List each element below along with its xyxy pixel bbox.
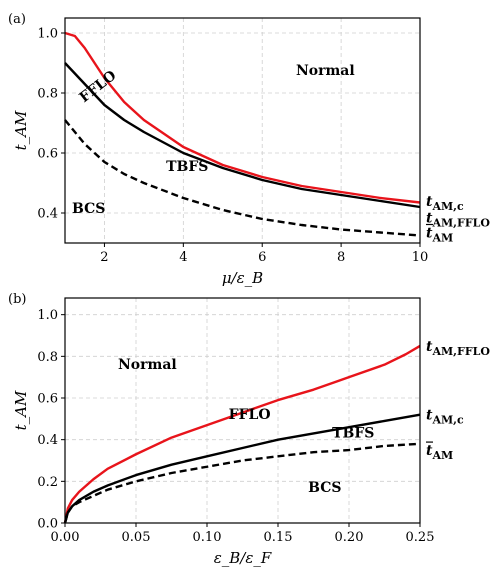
curve-label-fflo-subscript: AM,FFLO [431, 217, 490, 230]
y-tick-label: 0.8 [37, 350, 58, 365]
y-tick-label: 0.2 [37, 475, 58, 490]
x-tick-label: 0.20 [335, 530, 364, 545]
x-tick-label: 8 [337, 250, 345, 265]
x-tick-label: 0.15 [264, 530, 293, 545]
region-label-tbfs: TBFS [332, 426, 374, 442]
series-line-c [64, 62, 421, 209]
y-axis-label: t_AM [12, 390, 30, 430]
y-tick-label: 0.4 [37, 207, 58, 222]
y-axis-label: t_AM [12, 110, 30, 150]
x-tick-label: 10 [412, 250, 429, 265]
series-line-fflo [63, 344, 421, 524]
y-tick-label: 0.0 [37, 517, 58, 532]
y-tick-label: 0.4 [37, 433, 58, 448]
curve-label-c-symbol: t [426, 194, 433, 210]
curve-label-bar-subscript: AM [431, 232, 453, 245]
curve-label-fflo-symbol: t [426, 339, 433, 355]
x-tick-label: 6 [258, 250, 266, 265]
x-tick-label: 4 [179, 250, 187, 265]
x-tick-label: 0.25 [406, 530, 435, 545]
x-axis-label: μ/ε_B [222, 269, 263, 287]
curve-label-c-subscript: AM,c [431, 414, 464, 427]
curve-label-bar: tAM [426, 443, 453, 462]
y-tick-label: 0.8 [37, 87, 58, 102]
panel-tag: (b) [8, 292, 26, 307]
curve-label-c-symbol: t [426, 408, 433, 424]
panel-b: 0.00 0.05 0.10 0.15 0.20 0.25 0.0 0.2 0.4 0.6 0.8 1… [8, 292, 490, 567]
curve-label-bar-symbol: t [426, 226, 433, 242]
plot-frame [64, 17, 421, 244]
x-tick-label: 0.00 [51, 530, 80, 545]
series-line-c [63, 413, 421, 524]
panel-tag: (a) [8, 12, 26, 27]
x-tick-label: 2 [100, 250, 108, 265]
region-label-bcs: BCS [308, 480, 341, 496]
y-tick-label: 0.6 [37, 147, 58, 162]
curve-label-c-subscript: AM,c [431, 200, 464, 213]
region-label-bcs: BCS [72, 201, 105, 217]
region-label-normal: Normal [296, 63, 355, 79]
plot-frame [64, 297, 421, 524]
panel-a: 2 4 6 8 100.40.60.81.0(a)μ/ε_Bt_AMNormalFFLO… [8, 12, 490, 287]
series-line-bar [64, 119, 421, 237]
x-tick-label: 0.10 [193, 530, 222, 545]
x-axis-label: ε_B/ε_F [214, 549, 272, 567]
series-line-bar [63, 442, 421, 524]
curve-label-fflo: tAM,FFLO [426, 211, 490, 230]
curve-label-fflo-subscript: AM,FFLO [431, 345, 490, 358]
region-label-fflo: FFLO [229, 407, 271, 423]
curve-label-fflo-symbol: t [426, 211, 433, 227]
series-line-fflo [64, 31, 421, 204]
region-label-normal: Normal [118, 357, 177, 373]
curve-label-c: tAM,c [426, 408, 464, 427]
x-tick-label: 0.05 [122, 530, 151, 545]
y-tick-label: 1.0 [37, 308, 58, 323]
curve-label-bar-subscript: AM [431, 449, 453, 462]
curve-label-bar: tAM [426, 226, 453, 245]
curve-label-fflo: tAM,FFLO [426, 339, 490, 358]
y-tick-label: 0.6 [37, 392, 58, 407]
curve-label-c: tAM,c [426, 194, 464, 213]
region-label-tbfs: TBFS [166, 159, 208, 175]
curve-label-bar-symbol: t [426, 443, 433, 459]
y-tick-label: 1.0 [37, 27, 58, 42]
